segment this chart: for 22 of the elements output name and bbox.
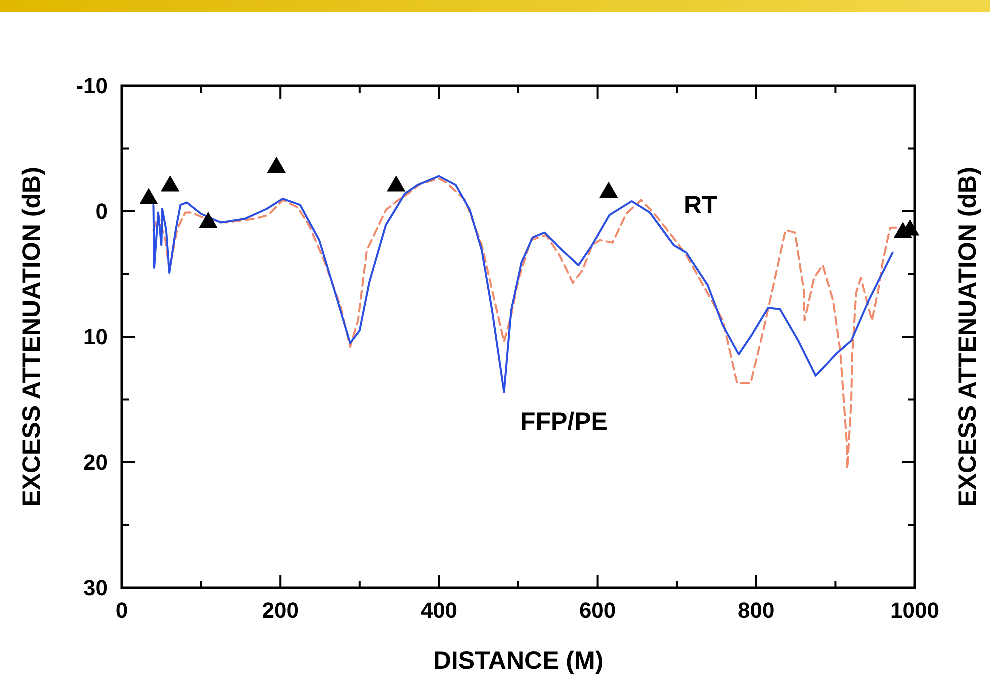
x-tick-label: 400 — [420, 598, 458, 623]
y-tick-label: -10 — [76, 74, 108, 99]
x-tick-label: 0 — [116, 598, 128, 623]
y2-axis-title: EXCESS ATTENUATION (dB) — [954, 167, 982, 507]
point — [387, 176, 406, 192]
series-label: FFP/PE — [520, 408, 608, 436]
point — [140, 188, 158, 204]
x-tick-label: 200 — [262, 598, 299, 623]
point — [267, 156, 286, 173]
x-axis-title: DISTANCE (M) — [433, 647, 604, 675]
y-tick-label: 10 — [84, 324, 108, 350]
series-label: RT — [684, 191, 718, 220]
y-axis-title: EXCESS ATTENUATION (dB) — [18, 167, 46, 507]
point — [199, 212, 218, 228]
x-tick-label: 800 — [738, 598, 775, 623]
point — [600, 182, 618, 198]
point — [161, 176, 180, 192]
x-tick-label: 1000 — [890, 598, 940, 623]
y-tick-label: 0 — [96, 199, 108, 224]
x-tick-label: 600 — [579, 598, 616, 623]
y-tick-label: 20 — [84, 450, 108, 476]
y-tick-label: 30 — [84, 576, 108, 601]
